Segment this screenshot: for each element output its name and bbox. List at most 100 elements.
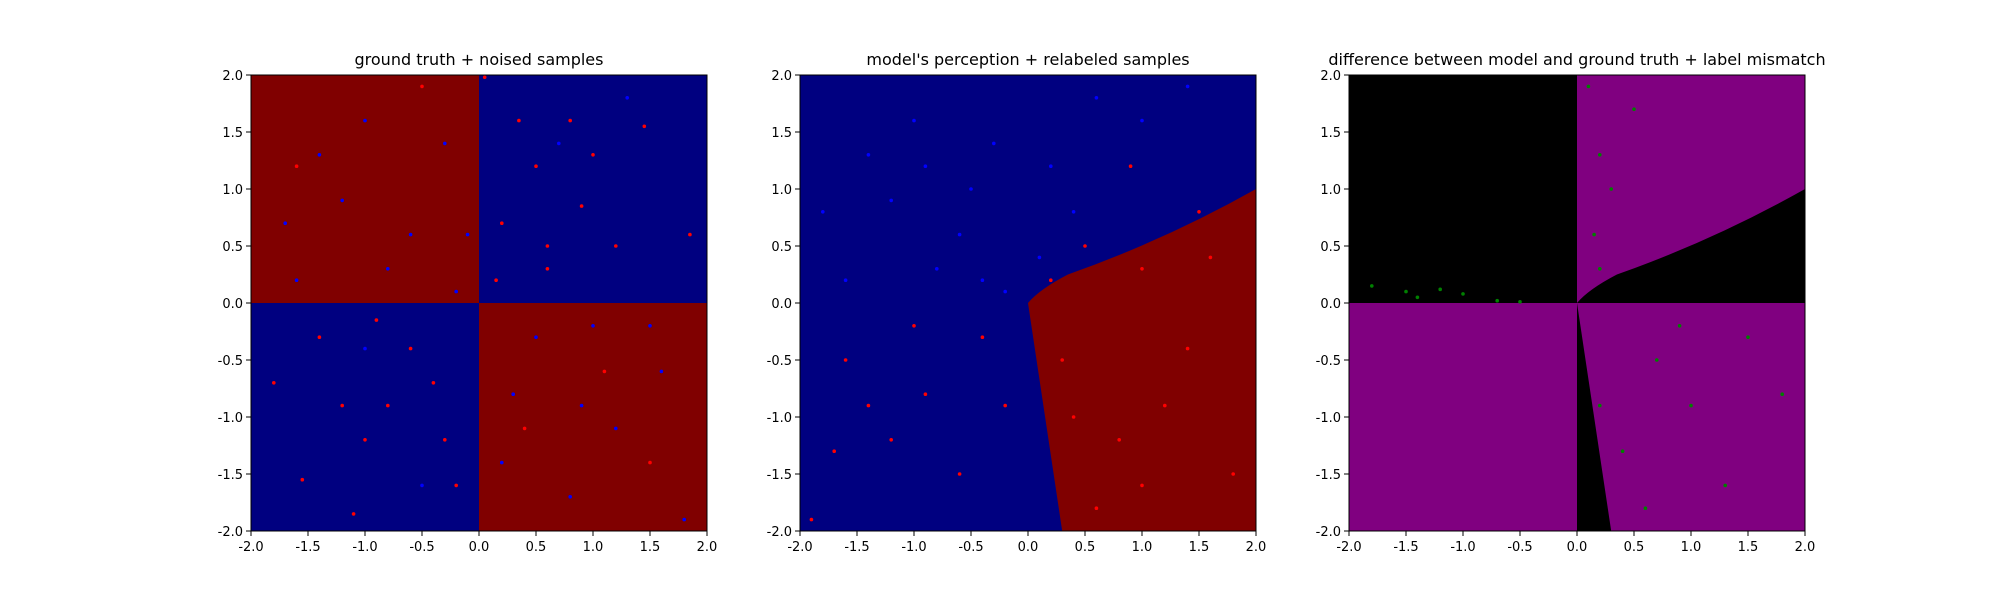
point-blue [511,392,515,397]
point-red [363,438,367,442]
y-tick-label: 0.5 [771,240,792,255]
x-tick-label: -2.0 [1336,540,1361,555]
x-tick-label: 2.0 [697,540,718,555]
point-red [1197,210,1201,214]
x-tick-label: 1.5 [640,540,661,555]
point-red [1128,164,1133,168]
point-red [545,267,550,271]
point-green [1518,300,1522,304]
point-blue [420,483,424,488]
point-red [374,318,379,322]
x-tick-label: -1.0 [901,540,926,555]
y-tick-label: -2.0 [767,525,792,540]
point-green [1598,267,1602,271]
point-red [545,244,550,248]
region-bottom-right [479,303,707,531]
point-blue [923,164,928,168]
point-red [517,118,521,123]
point-red [522,426,527,431]
point-green [1495,298,1499,303]
point-blue [568,495,572,499]
region-bottom-left [251,303,479,531]
y-tick-label: 2.0 [1320,69,1341,84]
point-blue [591,324,595,328]
point-red [420,84,424,89]
point-green [1598,403,1602,408]
y-tick-label: -1.5 [218,468,243,483]
y-tick-label: 1.5 [222,126,243,141]
panel-difference: difference between model and ground trut… [1316,50,1826,555]
point-blue [866,153,871,157]
point-green [1415,295,1420,300]
point-green [1677,324,1682,328]
background-regions [1349,75,1805,531]
point-red [386,403,390,408]
background-regions [251,75,707,531]
x-tick-label: -1.5 [295,540,320,555]
point-blue [443,141,447,146]
region-match-top-left [1349,75,1577,303]
x-tick-label: 2.0 [1795,540,1816,555]
point-red [642,124,647,129]
x-tick-label: 0.0 [1567,540,1588,555]
y-tick-label: -1.0 [1316,411,1341,426]
x-tick-label: -0.5 [1507,540,1532,555]
y-tick-label: 2.0 [771,69,792,84]
point-red [454,483,459,488]
x-tick-label: 0.5 [1075,540,1096,555]
panel-ground-truth: ground truth + noised samples -2.0 -1.5 -1… [218,50,718,555]
point-green [1592,232,1596,237]
point-red [431,381,436,385]
point-blue [912,118,916,123]
y-tick-label: 0.0 [771,297,792,312]
x-tick-label: -1.0 [1450,540,1475,555]
point-red [648,460,652,465]
point-blue [454,289,459,294]
x-tick-label: 2.0 [1246,540,1267,555]
point-red [1208,255,1213,260]
point-red [1163,403,1167,408]
point-green [1723,483,1727,488]
point-red [300,477,305,482]
point-blue [363,346,367,351]
point-green [1586,84,1591,89]
point-red [1071,415,1076,419]
scatter-points [1370,84,1784,511]
point-blue [1003,289,1007,294]
point-blue [614,426,618,431]
point-blue [1071,210,1076,214]
point-blue [821,210,825,214]
y-tick-label: 0.0 [1320,297,1341,312]
point-red [1083,244,1087,248]
x-tick-label: 1.0 [1681,540,1702,555]
x-tick-label: 1.5 [1738,540,1759,555]
point-blue [648,324,652,328]
point-red [500,221,504,225]
point-green [1370,284,1374,288]
point-red [272,381,276,385]
point-blue [465,232,470,237]
point-red [1060,358,1064,362]
point-red [494,278,498,283]
point-blue [1140,118,1144,123]
point-red [591,153,595,157]
x-tick-label: 1.5 [1189,540,1210,555]
point-red [866,403,871,408]
point-green [1598,153,1602,157]
point-blue [500,460,504,465]
point-blue [957,232,962,237]
point-red [1117,438,1121,442]
point-red [1049,278,1053,283]
point-red [317,335,322,340]
point-red [809,517,814,522]
axes: -2.0 -1.5 -1.0 -0.5 0.0 0.5 1.0 1.5 2.0 2.0 1.5 1.0… [767,69,1267,555]
point-blue [1185,84,1190,89]
point-red [351,512,356,516]
axes: -2.0 -1.5 -1.0 -0.5 0.0 0.5 1.0 1.5 2.0 2.0 1.5 1.0… [1316,69,1816,555]
y-tick-label: 1.0 [771,183,792,198]
x-tick-label: -2.0 [787,540,812,555]
y-tick-label: -0.5 [767,354,792,369]
point-green [1632,107,1636,111]
point-red [980,335,985,340]
y-tick-label: -1.0 [218,411,243,426]
